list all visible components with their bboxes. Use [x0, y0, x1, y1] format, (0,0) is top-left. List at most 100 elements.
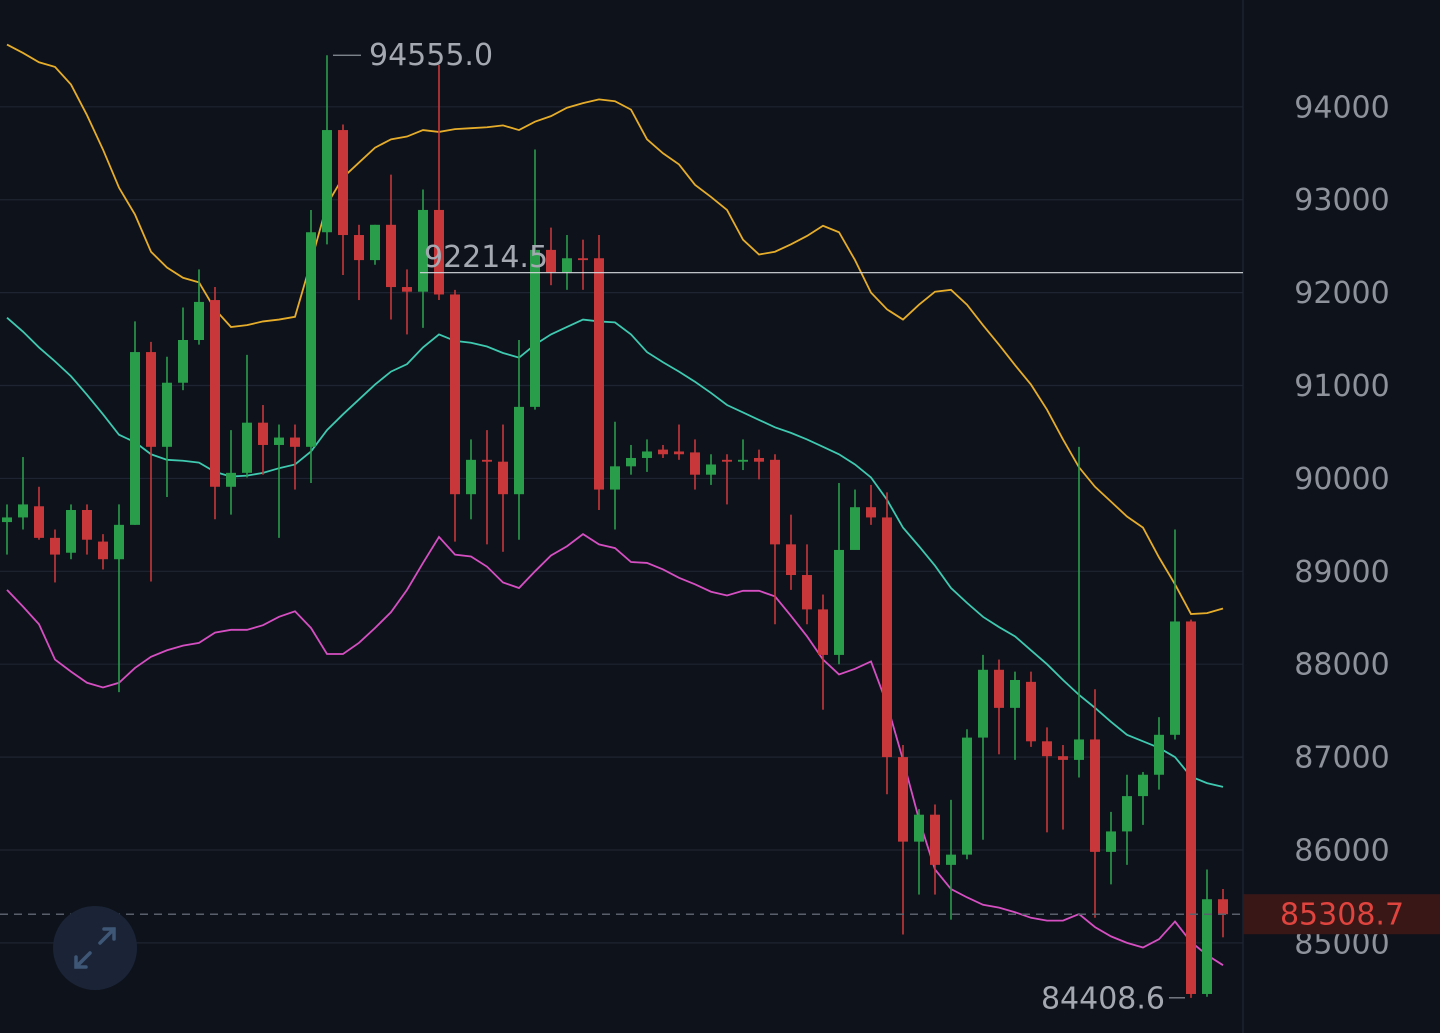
- candle-body: [322, 130, 332, 233]
- candle-body: [738, 459, 748, 462]
- candle-body: [66, 509, 76, 553]
- bands: [6, 43, 1224, 966]
- candle-body: [114, 524, 124, 560]
- candle-body: [498, 461, 508, 495]
- candle-body: [658, 449, 668, 455]
- candle-body: [434, 209, 444, 295]
- candle-body: [882, 517, 892, 758]
- candle-body: [786, 544, 796, 576]
- candle-body: [50, 537, 60, 555]
- candle-body: [194, 301, 204, 340]
- candle-body: [850, 507, 860, 550]
- candle-body: [674, 451, 684, 455]
- y-tick-label: 90000: [1294, 462, 1389, 497]
- candle-body: [1090, 739, 1100, 852]
- candle-body: [866, 507, 876, 518]
- candle-body: [962, 737, 972, 855]
- candle-body: [386, 224, 396, 288]
- candle-body: [994, 669, 1004, 708]
- candle-body: [1106, 831, 1116, 852]
- candle-body: [18, 504, 28, 518]
- candle-body: [690, 452, 700, 475]
- candle-body: [402, 287, 412, 292]
- annotations: 94555.0 84408.6 92214.5 85308.7: [0, 38, 1440, 1016]
- candle-body: [370, 224, 380, 261]
- candle-body: [82, 509, 92, 540]
- max-label: 94555.0: [369, 38, 493, 73]
- candle-body: [578, 258, 588, 261]
- candle-body: [754, 457, 764, 462]
- candle-body: [466, 459, 476, 495]
- candle-body: [914, 814, 924, 842]
- candle-body: [450, 294, 460, 495]
- y-tick-label: 94000: [1294, 90, 1389, 125]
- last-price-label: 85308.7: [1280, 898, 1404, 933]
- band-line: [6, 43, 1224, 615]
- candle-body: [818, 609, 828, 655]
- candle-body: [1026, 681, 1036, 742]
- candle-body: [162, 382, 172, 447]
- y-tick-label: 88000: [1294, 648, 1389, 683]
- candle-body: [290, 437, 300, 447]
- candle-body: [1170, 621, 1180, 735]
- candle-body: [1218, 899, 1228, 915]
- candle-body: [898, 757, 908, 842]
- candle-body: [1154, 734, 1164, 775]
- candle-body: [722, 459, 732, 462]
- candle-body: [706, 464, 716, 475]
- candle-body: [258, 422, 268, 445]
- band-line: [6, 533, 1224, 966]
- y-tick-label: 93000: [1294, 183, 1389, 218]
- candle-body: [530, 249, 540, 407]
- candle-body: [594, 258, 604, 490]
- candle-body: [642, 451, 652, 458]
- y-tick-label: 91000: [1294, 369, 1389, 404]
- expand-icon[interactable]: [74, 927, 116, 969]
- candle-body: [306, 232, 316, 447]
- y-tick-label: 87000: [1294, 741, 1389, 776]
- candle-body: [1138, 774, 1148, 797]
- y-tick-label: 92000: [1294, 276, 1389, 311]
- candle-body: [626, 457, 636, 467]
- candle-body: [226, 472, 236, 487]
- last-price-box: [1243, 894, 1440, 935]
- candle-body: [98, 541, 108, 560]
- candle-body: [562, 258, 572, 273]
- price-line-label: 92214.5: [424, 240, 548, 275]
- candle-body: [546, 249, 556, 273]
- candle-body: [146, 352, 156, 447]
- candle-body: [834, 549, 844, 655]
- min-label: 84408.6: [1041, 981, 1165, 1016]
- candle-body: [178, 339, 188, 383]
- candle-body: [930, 814, 940, 865]
- band-line: [6, 317, 1224, 788]
- candle-body: [514, 406, 524, 495]
- candle-body: [1202, 899, 1212, 994]
- candle-body: [242, 422, 252, 473]
- candle-body: [1058, 756, 1068, 760]
- candle-body: [770, 459, 780, 545]
- candle-body: [1074, 739, 1084, 760]
- candle-body: [482, 459, 492, 462]
- candle-body: [34, 506, 44, 538]
- candle-body: [1010, 679, 1020, 708]
- candle-body: [802, 575, 812, 610]
- candle-body: [2, 517, 12, 523]
- candle-body: [978, 669, 988, 738]
- y-tick-label: 86000: [1294, 833, 1389, 868]
- candle-body: [274, 437, 284, 445]
- candle-body: [1186, 621, 1196, 994]
- expand-circle[interactable]: [53, 906, 137, 990]
- candle-body: [946, 854, 956, 865]
- candle-body: [418, 209, 428, 292]
- y-tick-label: 89000: [1294, 555, 1389, 590]
- candles: [2, 55, 1228, 998]
- expand-button[interactable]: [53, 906, 137, 990]
- candle-body: [130, 352, 140, 525]
- candle-body: [1042, 741, 1052, 757]
- candle-body: [354, 235, 364, 261]
- grid: 8500086000870008800089000900009100092000…: [0, 90, 1390, 961]
- candle-body: [338, 130, 348, 236]
